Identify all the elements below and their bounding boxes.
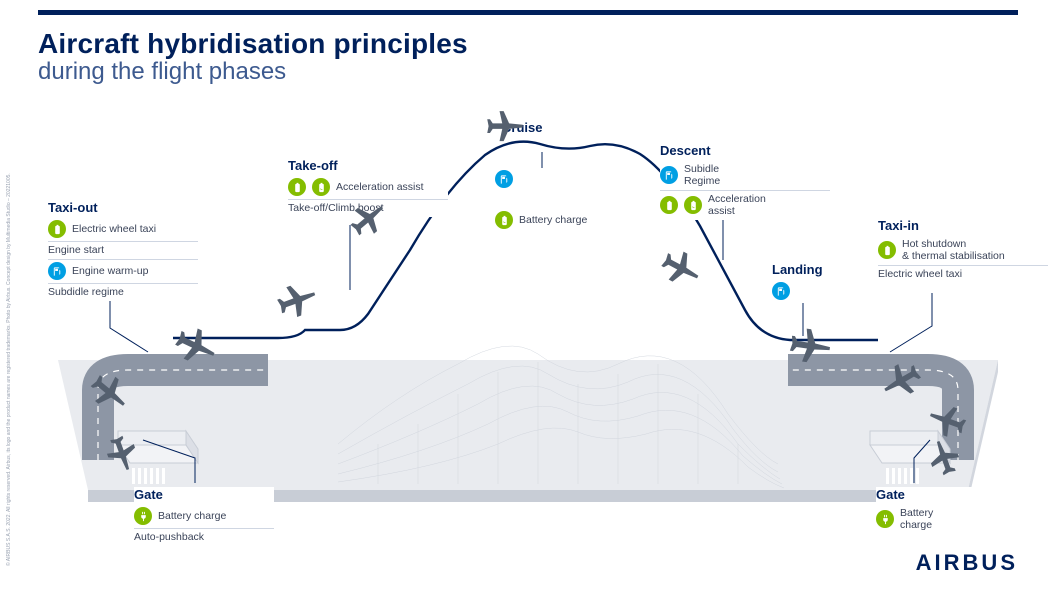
phase-row-text: Electric wheel taxi (72, 223, 156, 235)
battery-icon (660, 196, 678, 214)
phase-row: Subdidle regime (48, 284, 198, 301)
phase-gate-out: Gate Battery charge Auto-pushback (134, 487, 274, 546)
phase-label: Taxi-out (48, 200, 198, 215)
phase-row: Battery charge (134, 505, 274, 529)
phase-row: Auto-pushback (134, 529, 274, 546)
page-subtitle: during the flight phases (38, 58, 468, 86)
phase-row-text: Auto-pushback (134, 531, 204, 543)
battery-icon (288, 178, 306, 196)
aircraft-icon (782, 319, 837, 379)
plug-icon (876, 510, 894, 528)
phase-label: Take-off (288, 158, 448, 173)
plug-icon (134, 507, 152, 525)
fuel-icon (660, 166, 678, 184)
phase-row: Batterycharge (876, 505, 996, 534)
phase-taxi-out: Taxi-out Electric wheel taxi Engine start E… (48, 200, 198, 301)
phase-row: Battery charge (495, 209, 635, 232)
battbolt-icon (495, 211, 513, 229)
aircraft-icon (483, 104, 527, 152)
phase-cruise: Battery charge (495, 168, 635, 232)
phase-row (772, 280, 892, 303)
phase-row: Engine start (48, 242, 198, 260)
phase-row: Accelerationassist (660, 191, 830, 220)
phase-row: Electric wheel taxi (48, 218, 198, 242)
battbolt-icon (684, 196, 702, 214)
battery-icon (878, 241, 896, 259)
header-rule (38, 10, 1018, 15)
phase-row (495, 168, 635, 191)
phase-row-text: SubidleRegime (684, 163, 720, 187)
phase-row-text: Engine start (48, 244, 104, 256)
phase-row: Electric wheel taxi (878, 266, 1048, 283)
battbolt-icon (312, 178, 330, 196)
phase-row-text: Subdidle regime (48, 286, 124, 298)
phase-label: Landing (772, 262, 852, 277)
phase-descent: Descent SubidleRegime Accelerationassist (660, 143, 830, 220)
fuel-icon (48, 262, 66, 280)
phase-row: SubidleRegime (660, 161, 830, 191)
copyright-text: © AIRBUS S.A.S. 2022. All rights reserve… (6, 173, 12, 566)
phase-label: Descent (660, 143, 830, 158)
phase-label: Gate (134, 487, 274, 502)
page-title: Aircraft hybridisation principles (38, 28, 468, 60)
phase-landing: Landing (772, 262, 852, 303)
phase-row-text: Battery charge (519, 214, 587, 226)
aircraft-icon (648, 237, 713, 304)
phase-row-text: Battery charge (158, 510, 226, 522)
title-block: Aircraft hybridisation principles during… (38, 28, 468, 86)
fuel-icon (772, 282, 790, 300)
phase-row-text: Engine warm-up (72, 265, 148, 277)
brand-logo: AIRBUS (916, 550, 1018, 576)
phase-row-text: Hot shutdown& thermal stabilisation (902, 238, 1005, 262)
phase-row-text: Batterycharge (900, 507, 933, 531)
phase-row: Engine warm-up (48, 260, 198, 284)
phase-label: Gate (876, 487, 986, 502)
phase-gate-in: Gate Batterycharge (876, 487, 986, 534)
phase-row: Hot shutdown& thermal stabilisation (878, 236, 1048, 266)
phase-row-text: Acceleration assist (336, 181, 424, 193)
phase-row-text: Accelerationassist (708, 193, 766, 217)
phase-label: Taxi-in (878, 218, 1048, 233)
fuel-icon (495, 170, 513, 188)
phase-row-text: Electric wheel taxi (878, 268, 962, 280)
battery-icon (48, 220, 66, 238)
phase-taxi-in: Taxi-in Hot shutdown& thermal stabilisati… (878, 218, 1048, 283)
